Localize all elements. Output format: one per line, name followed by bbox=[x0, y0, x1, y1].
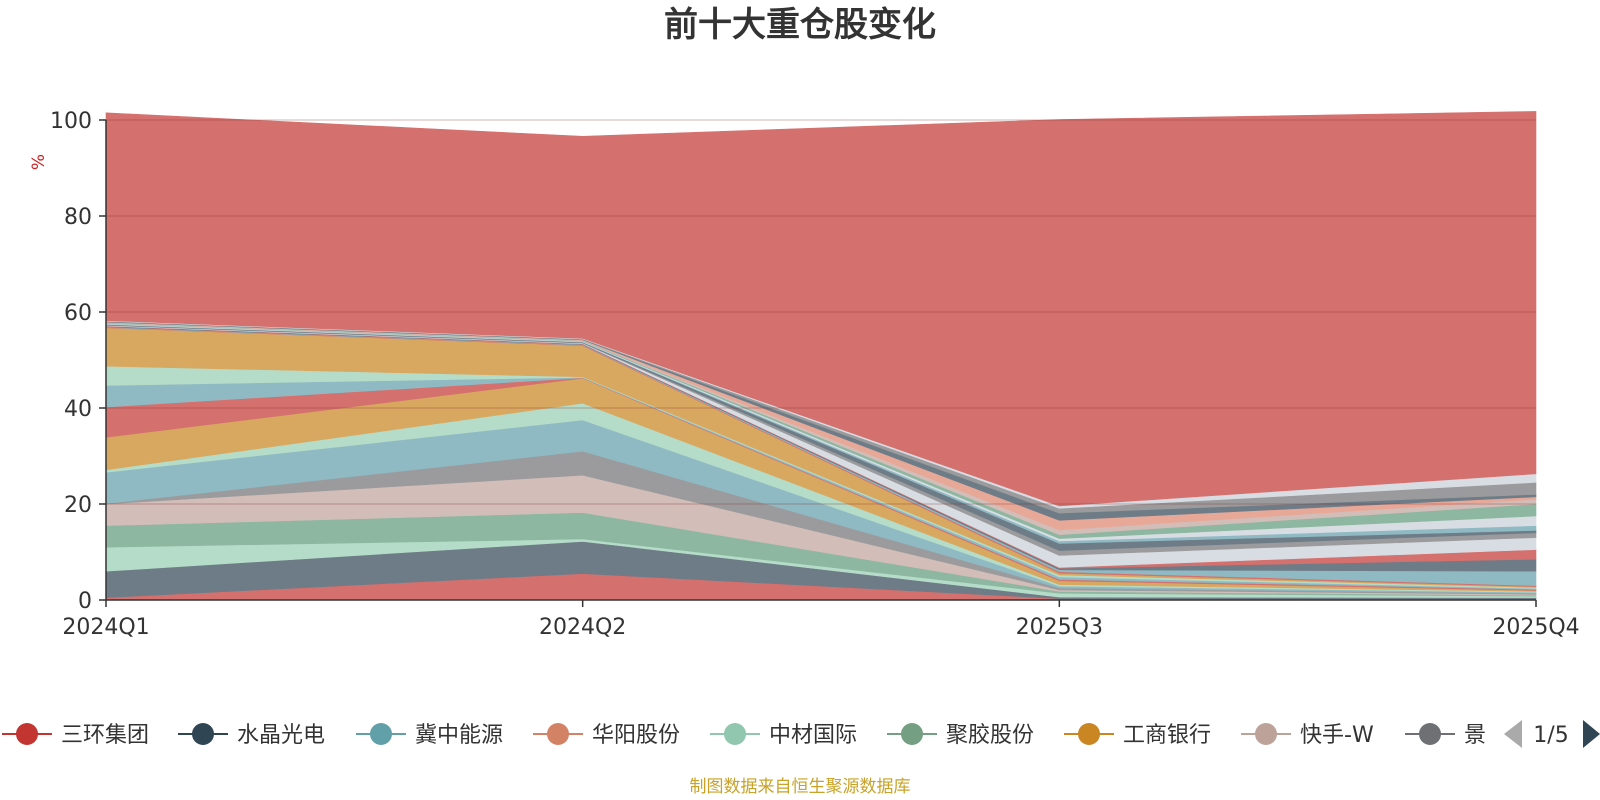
x-tick-label-2025Q3: 2025Q3 bbox=[1016, 615, 1103, 640]
legend-marker-2[interactable] bbox=[192, 723, 214, 745]
legend-label-5[interactable]: 中材国际 bbox=[769, 723, 857, 748]
y-tick-label-40: 40 bbox=[64, 397, 92, 422]
legend-label-6[interactable]: 聚胶股份 bbox=[946, 723, 1034, 748]
y-tick-label-20: 20 bbox=[64, 493, 92, 518]
source-note: 制图数据来自恒生聚源数据库 bbox=[690, 777, 911, 797]
legend-label-1[interactable]: 三环集团 bbox=[61, 723, 149, 748]
axes: 0 20 40 60 80 100 2024Q1 2024Q2 2025Q3 2025Q4 bbox=[50, 109, 1580, 640]
y-axis-unit-label: % bbox=[29, 154, 49, 170]
area-layer-29 bbox=[105, 111, 1537, 507]
legend-marker-4[interactable] bbox=[547, 723, 569, 745]
gridlines bbox=[106, 119, 1536, 505]
legend-marker-5[interactable] bbox=[724, 723, 746, 745]
x-tick-label-2025Q4: 2025Q4 bbox=[1492, 615, 1579, 640]
y-tick-label-0: 0 bbox=[78, 589, 92, 614]
x-tick-label-2024Q1: 2024Q1 bbox=[62, 615, 149, 640]
x-tick-label-2024Q2: 2024Q2 bbox=[539, 615, 626, 640]
legend-label-4[interactable]: 华阳股份 bbox=[592, 723, 680, 748]
legend-prev-page-icon[interactable] bbox=[1504, 720, 1522, 748]
legend-marker-1[interactable] bbox=[16, 723, 38, 745]
y-tick-label-100: 100 bbox=[50, 109, 92, 134]
chart-title: 前十大重仓股变化 bbox=[664, 5, 936, 45]
legend-marker-3[interactable] bbox=[370, 723, 392, 745]
legend: 三环集团 水晶光电 冀中能源 华阳股份 中材国际 聚胶股份 工商银行 快手-W 景 1/5 bbox=[2, 720, 1600, 748]
legend-label-8[interactable]: 快手-W bbox=[1300, 723, 1374, 748]
y-tick-label-80: 80 bbox=[64, 205, 92, 230]
legend-marker-8[interactable] bbox=[1255, 723, 1277, 745]
legend-label-7[interactable]: 工商银行 bbox=[1123, 723, 1211, 748]
legend-marker-7[interactable] bbox=[1078, 723, 1100, 745]
legend-label-9[interactable]: 景 bbox=[1464, 723, 1486, 748]
legend-next-page-icon[interactable] bbox=[1583, 720, 1600, 748]
legend-marker-9[interactable] bbox=[1419, 723, 1441, 745]
legend-page-indicator: 1/5 bbox=[1533, 723, 1568, 748]
area-layers bbox=[105, 111, 1537, 601]
legend-label-2[interactable]: 水晶光电 bbox=[237, 723, 325, 748]
legend-label-3[interactable]: 冀中能源 bbox=[415, 723, 503, 748]
y-tick-label-60: 60 bbox=[64, 301, 92, 326]
legend-marker-6[interactable] bbox=[901, 723, 923, 745]
